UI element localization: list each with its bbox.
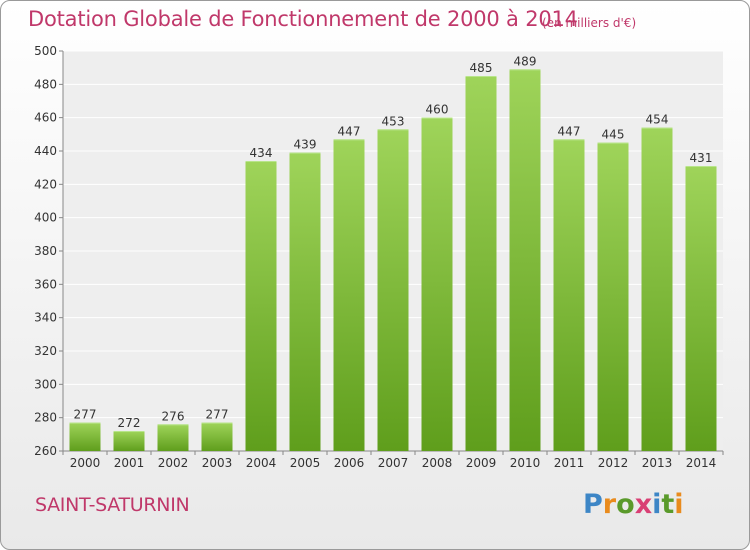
bar	[641, 127, 673, 452]
y-tick-label: 500	[34, 44, 57, 58]
bar	[421, 117, 453, 452]
x-tick-label: 2006	[334, 456, 365, 470]
bar	[465, 76, 497, 451]
bar-value-label: 431	[690, 151, 713, 165]
bar	[509, 69, 541, 451]
logo-letter: P	[583, 489, 603, 520]
x-tick-label: 2013	[642, 456, 673, 470]
bar-value-label: 489	[514, 54, 537, 68]
bar	[597, 142, 629, 451]
x-tick-label: 2001	[114, 456, 145, 470]
y-tick-label: 340	[34, 311, 57, 325]
commune-name: SAINT-SATURNIN	[35, 494, 190, 516]
y-tick-label: 460	[34, 111, 57, 125]
logo-letter: r	[602, 489, 617, 520]
bar	[201, 422, 233, 451]
x-tick-label: 2014	[686, 456, 717, 470]
bar	[685, 166, 717, 451]
bar	[289, 152, 321, 451]
bar	[377, 129, 409, 452]
bar-value-label: 277	[74, 408, 97, 422]
bar-value-label: 460	[426, 103, 449, 117]
y-tick-label: 420	[34, 177, 57, 191]
y-tick-label: 440	[34, 144, 57, 158]
bar-value-label: 447	[558, 124, 581, 138]
bar	[69, 422, 101, 451]
bar	[157, 424, 189, 451]
y-tick-label: 260	[34, 444, 57, 458]
bar	[553, 139, 585, 452]
proxiti-logo[interactable]: Proxiti	[583, 489, 684, 520]
y-tick-label: 400	[34, 211, 57, 225]
bar-value-label: 485	[470, 61, 493, 75]
y-tick-label: 380	[34, 244, 57, 258]
bar-value-label: 439	[294, 138, 317, 152]
x-tick-label: 2010	[510, 456, 541, 470]
x-tick-label: 2000	[70, 456, 101, 470]
chart-title: Dotation Globale de Fonctionnement de 20…	[28, 7, 578, 31]
bar-value-label: 272	[118, 416, 141, 430]
bar	[113, 431, 145, 451]
x-tick-label: 2004	[246, 456, 277, 470]
logo-letter: i	[652, 489, 662, 520]
x-tick-label: 2002	[158, 456, 189, 470]
bar-value-label: 434	[250, 146, 273, 160]
chart-unit: (en milliers d'€)	[542, 16, 637, 30]
bar-value-label: 454	[646, 113, 669, 127]
x-tick-label: 2005	[290, 456, 321, 470]
bar-value-label: 277	[206, 408, 229, 422]
logo-letter: i	[674, 489, 684, 520]
y-tick-label: 280	[34, 411, 57, 425]
y-tick-label: 480	[34, 77, 57, 91]
y-tick-label: 360	[34, 277, 57, 291]
logo-letter: o	[616, 489, 635, 520]
bar	[245, 161, 277, 451]
x-tick-label: 2012	[598, 456, 629, 470]
y-tick-label: 300	[34, 377, 57, 391]
x-tick-label: 2003	[202, 456, 233, 470]
bar	[333, 139, 365, 452]
bar-value-label: 453	[382, 114, 405, 128]
logo-letter: x	[634, 489, 653, 520]
x-tick-label: 2008	[422, 456, 453, 470]
bar-value-label: 447	[338, 124, 361, 138]
x-tick-label: 2009	[466, 456, 497, 470]
x-tick-label: 2011	[554, 456, 585, 470]
x-tick-label: 2007	[378, 456, 409, 470]
logo-letter: t	[661, 489, 675, 520]
y-tick-label: 320	[34, 344, 57, 358]
bar-value-label: 445	[602, 128, 625, 142]
bar-value-label: 276	[162, 409, 185, 423]
